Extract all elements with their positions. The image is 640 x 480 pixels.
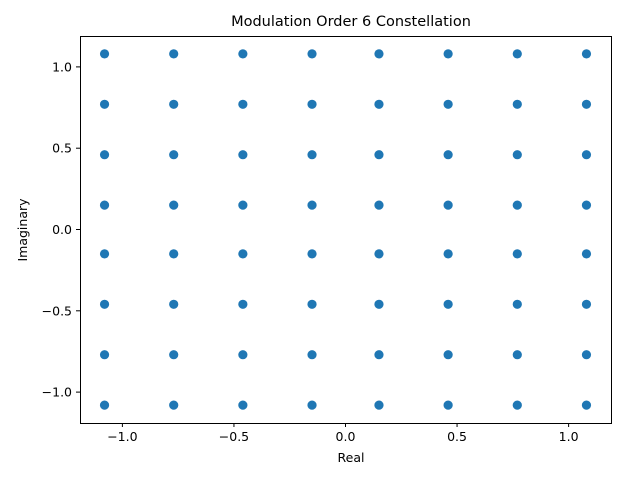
constellation-point-37 — [443, 249, 453, 259]
constellation-point-19 — [307, 150, 317, 160]
x-axis-label: Real — [338, 450, 365, 465]
constellation-point-9 — [169, 99, 179, 109]
constellation-point-5 — [443, 49, 453, 59]
y-tick-label-0: −1.0 — [42, 385, 72, 400]
constellation-point-27 — [307, 200, 317, 210]
constellation-point-3 — [307, 49, 317, 59]
constellation-point-29 — [443, 200, 453, 210]
constellation-point-52 — [374, 350, 384, 360]
x-tick-label-3: 0.5 — [447, 429, 467, 444]
constellation-point-47 — [581, 299, 592, 309]
constellation-point-58 — [238, 400, 248, 410]
constellation-point-11 — [307, 99, 317, 109]
constellation-point-39 — [581, 249, 592, 259]
constellation-point-17 — [169, 150, 179, 160]
constellation-point-23 — [581, 150, 592, 160]
y-tick-label-2: 0.0 — [52, 222, 72, 237]
constellation-point-16 — [99, 150, 110, 160]
constellation-point-41 — [169, 299, 179, 309]
data-points — [99, 49, 592, 410]
y-tick-label-1: −0.5 — [42, 303, 72, 318]
y-tick-label-4: 1.0 — [52, 59, 72, 74]
constellation-point-12 — [374, 99, 384, 109]
constellation-point-26 — [238, 200, 248, 210]
constellation-point-1 — [169, 49, 179, 59]
constellation-point-6 — [512, 49, 522, 59]
constellation-point-4 — [374, 49, 384, 59]
constellation-point-25 — [169, 200, 179, 210]
constellation-point-24 — [99, 200, 110, 210]
constellation-point-61 — [443, 400, 453, 410]
constellation-point-43 — [307, 299, 317, 309]
constellation-point-42 — [238, 299, 248, 309]
constellation-point-35 — [307, 249, 317, 259]
constellation-point-54 — [512, 350, 522, 360]
constellation-point-18 — [238, 150, 248, 160]
constellation-point-30 — [512, 200, 522, 210]
constellation-point-0 — [99, 49, 110, 59]
constellation-point-31 — [581, 200, 592, 210]
constellation-point-53 — [443, 350, 453, 360]
constellation-point-50 — [238, 350, 248, 360]
constellation-point-46 — [512, 299, 522, 309]
constellation-point-51 — [307, 350, 317, 360]
y-axis-ticks: −1.0 −0.5 0.0 0.5 1.0 — [42, 59, 80, 400]
x-tick-label-4: 1.0 — [559, 429, 579, 444]
chart-title: Modulation Order 6 Constellation — [231, 14, 471, 30]
constellation-point-15 — [581, 99, 592, 109]
constellation-point-62 — [512, 400, 522, 410]
constellation-point-59 — [307, 400, 317, 410]
constellation-point-20 — [374, 150, 384, 160]
constellation-point-2 — [238, 49, 248, 59]
constellation-point-21 — [443, 150, 453, 160]
constellation-point-48 — [99, 350, 110, 360]
constellation-point-10 — [238, 99, 248, 109]
constellation-point-56 — [99, 400, 110, 410]
x-tick-label-2: 0.0 — [336, 429, 356, 444]
constellation-point-32 — [99, 249, 110, 259]
constellation-point-63 — [581, 400, 592, 410]
constellation-point-33 — [169, 249, 179, 259]
y-axis-label: Imaginary — [15, 198, 30, 262]
constellation-point-34 — [238, 249, 248, 259]
constellation-point-44 — [374, 299, 384, 309]
constellation-point-55 — [581, 350, 592, 360]
x-tick-label-1: −0.5 — [219, 429, 249, 444]
constellation-point-45 — [443, 299, 453, 309]
constellation-point-36 — [374, 249, 384, 259]
constellation-point-49 — [169, 350, 179, 360]
constellation-point-22 — [512, 150, 522, 160]
constellation-point-13 — [443, 99, 453, 109]
constellation-point-7 — [581, 49, 592, 59]
constellation-point-60 — [374, 400, 384, 410]
x-tick-label-0: −1.0 — [107, 429, 137, 444]
constellation-point-28 — [374, 200, 384, 210]
y-tick-label-3: 0.5 — [52, 141, 72, 156]
constellation-point-38 — [512, 249, 522, 259]
constellation-point-14 — [512, 99, 522, 109]
constellation-point-40 — [99, 299, 110, 309]
constellation-point-57 — [169, 400, 179, 410]
constellation-point-8 — [99, 99, 110, 109]
x-axis-ticks: −1.0 −0.5 0.0 0.5 1.0 — [107, 423, 579, 444]
